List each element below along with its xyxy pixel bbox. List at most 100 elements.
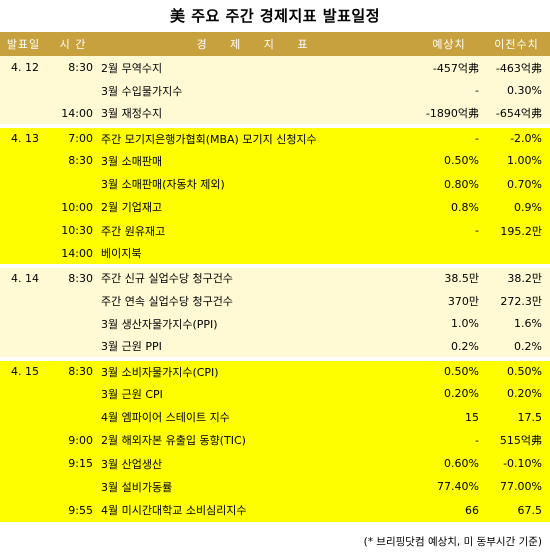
previous-value-cell: 67.5 [483, 498, 550, 522]
indicator-name-cell: 4월 엠파이어 스테이트 지수 [99, 405, 415, 429]
release-date-cell: 4. 13 [0, 123, 47, 150]
estimate-cell: 38.5만 [415, 263, 483, 289]
release-time-cell [47, 382, 99, 406]
estimate-cell: 0.2% [415, 335, 483, 359]
release-date-cell [0, 452, 47, 476]
release-time-cell: 8:30 [47, 263, 99, 289]
footnote: (* 브리핑닷컴 예상치, 미 동부시간 기준) [363, 536, 542, 548]
release-time-cell: 9:15 [47, 452, 99, 476]
release-time-cell: 8:30 [47, 56, 99, 80]
indicator-name-cell: 3월 생산자물가지수(PPI) [99, 312, 415, 336]
release-time-cell [47, 405, 99, 429]
indicator-name-cell: 3월 근원 PPI [99, 335, 415, 359]
previous-value-cell: -654억弗 [483, 102, 550, 126]
release-time-cell: 14:00 [47, 242, 99, 266]
release-date-cell [0, 405, 47, 429]
header-time: 시 간 [47, 32, 99, 56]
indicator-name-cell: 2월 기업재고 [99, 195, 415, 220]
release-date-cell: 4. 15 [0, 356, 47, 383]
estimate-cell: 0.60% [415, 452, 483, 476]
previous-value-cell: 0.20% [483, 382, 550, 406]
release-time-cell [47, 475, 99, 499]
estimate-cell: - [415, 123, 483, 150]
previous-value-cell: 38.2만 [483, 263, 550, 289]
release-time-cell: 7:00 [47, 123, 99, 150]
page-title: 美 주요 주간 경제지표 발표일정 [170, 7, 380, 25]
previous-value-cell: -2.0% [483, 123, 550, 150]
indicator-name-cell: 주간 연속 실업수당 청구건수 [99, 288, 415, 313]
indicator-name-cell: 3월 설비가동률 [99, 475, 415, 499]
estimate-cell: 0.8% [415, 195, 483, 220]
release-date-cell [0, 195, 47, 220]
release-date-cell [0, 172, 47, 196]
table-row: 4월 엠파이어 스테이트 지수 15 17.5 [0, 405, 550, 429]
header-estimate: 예상치 [415, 32, 483, 56]
header-date: 발표일 [0, 32, 47, 56]
header-previous: 이전수치 [483, 32, 550, 56]
estimate-cell: 1.0% [415, 312, 483, 336]
indicator-name-cell: 3월 수입물가지수 [99, 79, 415, 103]
indicator-name-cell: 3월 소매판매 [99, 149, 415, 173]
previous-value-cell: -0.10% [483, 452, 550, 476]
previous-value-cell: 0.9% [483, 195, 550, 220]
table-row: 4. 13 7:00 주간 모기지은행가협회(MBA) 모기지 신청지수 - -2.0% [0, 123, 550, 150]
release-time-cell [47, 288, 99, 313]
table-row: 3월 설비가동률 77.40% 77.00% [0, 475, 550, 499]
release-date-cell [0, 149, 47, 173]
release-date-cell [0, 498, 47, 522]
release-time-cell [47, 312, 99, 336]
estimate-cell [415, 242, 483, 266]
estimate-cell: 0.50% [415, 356, 483, 383]
previous-value-cell: 77.00% [483, 475, 550, 499]
previous-value-cell: 0.2% [483, 335, 550, 359]
release-date-cell [0, 102, 47, 126]
previous-value-cell: 0.30% [483, 79, 550, 103]
indicator-name-cell: 4월 미시간대학교 소비심리지수 [99, 498, 415, 522]
estimate-cell: 370만 [415, 288, 483, 313]
indicator-name-cell: 주간 원유재고 [99, 219, 415, 243]
release-time-cell [47, 335, 99, 359]
previous-value-cell: 515억弗 [483, 428, 550, 453]
indicator-name-cell: 2월 무역수지 [99, 56, 415, 80]
estimate-cell: -1890억弗 [415, 102, 483, 126]
indicator-name-cell: 3월 소비자물가지수(CPI) [99, 356, 415, 383]
release-time-cell [47, 172, 99, 196]
header-indicator: 경 제 지 표 [99, 32, 415, 56]
release-time-cell: 9:55 [47, 498, 99, 522]
release-date-cell: 4. 12 [0, 56, 47, 80]
indicator-name-cell: 3월 재정수지 [99, 102, 415, 126]
table-row: 10:00 2월 기업재고 0.8% 0.9% [0, 195, 550, 220]
release-date-cell [0, 79, 47, 103]
release-time-cell [47, 79, 99, 103]
estimate-cell: - [415, 219, 483, 243]
table-row: 4. 12 8:30 2월 무역수지 -457억弗 -463억弗 [0, 56, 550, 80]
table-row: 4. 14 8:30 주간 신규 실업수당 청구건수 38.5만 38.2만 [0, 263, 550, 289]
estimate-cell: - [415, 79, 483, 103]
estimate-cell: 0.20% [415, 382, 483, 406]
estimate-cell: 77.40% [415, 475, 483, 499]
estimate-cell: -457억弗 [415, 56, 483, 80]
estimate-cell: 15 [415, 405, 483, 429]
indicator-name-cell: 베이지북 [99, 242, 415, 266]
table-row: 10:30 주간 원유재고 -195.2만 [0, 219, 550, 243]
table-row: 9:15 3월 산업생산 0.60% -0.10% [0, 452, 550, 476]
release-date-cell [0, 288, 47, 313]
table-row: 3월 근원 CPI 0.20% 0.20% [0, 382, 550, 406]
release-date-cell: 4. 14 [0, 263, 47, 289]
previous-value-cell [483, 242, 550, 266]
estimate-cell: 66 [415, 498, 483, 522]
previous-value-cell: 195.2만 [483, 219, 550, 243]
table-row: 3월 수입물가지수 -0.30% [0, 79, 550, 103]
previous-value-cell: 1.6% [483, 312, 550, 336]
estimate-cell: 0.80% [415, 172, 483, 196]
release-time-cell: 14:00 [47, 102, 99, 126]
release-date-cell [0, 219, 47, 243]
indicator-name-cell: 2월 해외자본 유출입 동향(TIC) [99, 428, 415, 453]
release-date-cell [0, 475, 47, 499]
table-row: 4. 15 8:30 3월 소비자물가지수(CPI) 0.50% 0.50% [0, 356, 550, 383]
indicator-name-cell: 3월 소매판매(자동차 제외) [99, 172, 415, 196]
table-row: 9:00 2월 해외자본 유출입 동향(TIC) -515억弗 [0, 428, 550, 453]
table-row: 9:55 4월 미시간대학교 소비심리지수 66 67.5 [0, 498, 550, 522]
previous-value-cell: 17.5 [483, 405, 550, 429]
